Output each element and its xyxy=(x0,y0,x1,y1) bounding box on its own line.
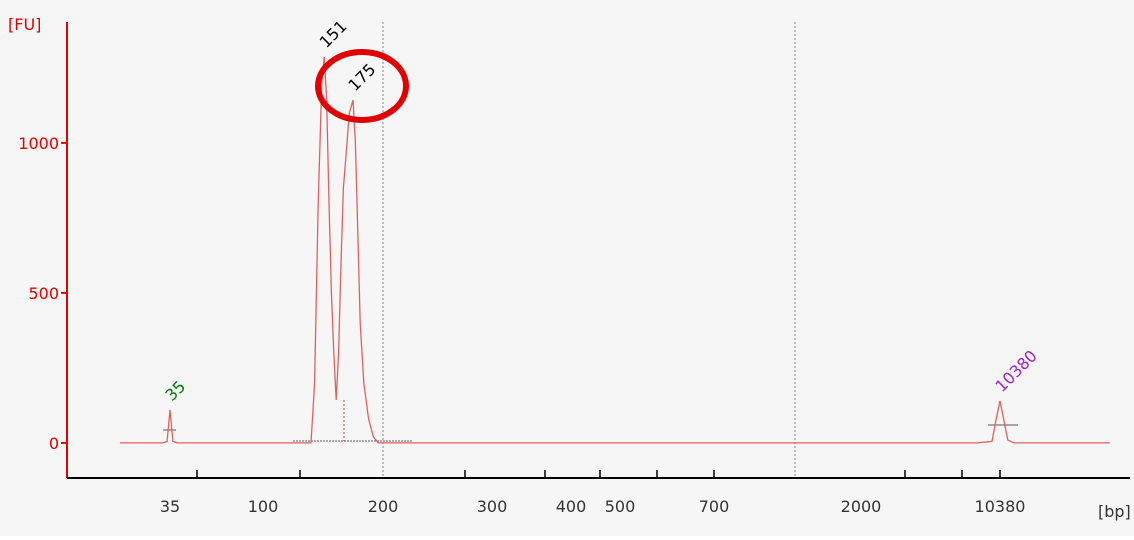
y-tick-label: 500 xyxy=(28,284,59,303)
x-tick-label: 100 xyxy=(248,497,279,516)
x-tick-label: 2000 xyxy=(841,497,882,516)
highlight-circle xyxy=(315,49,409,123)
x-tick-label: 200 xyxy=(368,497,399,516)
x-axis-label: [bp] xyxy=(1098,502,1131,521)
y-tick-label: 1000 xyxy=(18,134,59,153)
x-tick-label: 10380 xyxy=(975,497,1026,516)
y-axis-label: [FU] xyxy=(8,15,41,34)
x-tick-label: 300 xyxy=(477,497,508,516)
x-tick-label: 35 xyxy=(160,497,180,516)
x-tick-label: 400 xyxy=(556,497,587,516)
y-tick-label: 0 xyxy=(49,434,59,453)
x-tick-label: 700 xyxy=(699,497,730,516)
trace xyxy=(119,56,1110,444)
x-tick-label: 500 xyxy=(605,497,636,516)
